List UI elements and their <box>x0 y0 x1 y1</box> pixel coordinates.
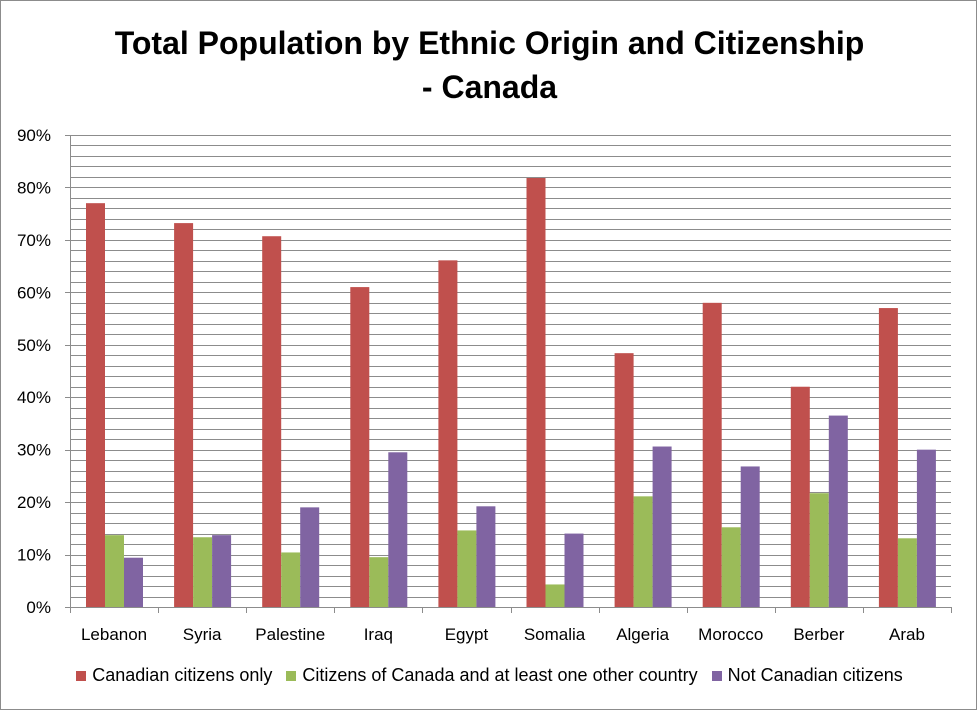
legend-swatch-not-canadian <box>711 670 722 681</box>
bar <box>212 535 232 607</box>
x-tick-label: Lebanon <box>81 625 147 644</box>
bar <box>897 538 917 607</box>
bar <box>740 466 760 607</box>
x-tick-label: Somalia <box>524 625 586 644</box>
bar <box>828 415 848 607</box>
y-tick-label: 10% <box>17 546 51 565</box>
bar <box>564 533 584 607</box>
y-tick-label: 70% <box>17 231 51 250</box>
bar <box>614 353 634 607</box>
bar <box>300 507 320 607</box>
y-tick-label: 40% <box>17 388 51 407</box>
bar <box>86 203 105 607</box>
x-tick-label: Algeria <box>616 625 669 644</box>
bar <box>174 223 194 607</box>
bar <box>916 449 936 607</box>
bar <box>369 557 389 607</box>
y-tick-label: 0% <box>26 598 51 617</box>
chart-title-line-1: Total Population by Ethnic Origin and Ci… <box>114 25 865 61</box>
bar <box>545 584 565 607</box>
y-tick-label: 60% <box>17 283 51 302</box>
legend-swatch-dual-citizens <box>286 670 297 681</box>
x-tick-label: Egypt <box>445 625 489 644</box>
bar <box>388 452 408 607</box>
bar <box>878 308 898 607</box>
x-tick-label: Palestine <box>255 625 325 644</box>
bar <box>105 535 124 607</box>
y-tick-label: 90% <box>17 126 51 145</box>
bar <box>790 386 810 607</box>
y-tick-label: 80% <box>17 178 51 197</box>
bar <box>633 496 653 607</box>
x-tick-label: Syria <box>183 625 222 644</box>
legend-label-dual-citizens: Citizens of Canada and at least one othe… <box>302 665 698 685</box>
x-tick-label: Arab <box>889 625 925 644</box>
bar <box>652 446 672 607</box>
bar <box>721 527 741 607</box>
bar <box>281 552 301 607</box>
bar <box>124 557 143 607</box>
chart-title-line-2: - Canada <box>421 69 558 105</box>
legend-item-not-canadian: Not Canadian citizens <box>711 665 903 686</box>
legend-label-canadian-only: Canadian citizens only <box>92 665 273 685</box>
x-tick-label: Morocco <box>698 625 763 644</box>
bar <box>193 537 213 607</box>
bar <box>457 530 477 607</box>
bar <box>438 260 458 607</box>
x-tick-label: Iraq <box>364 625 393 644</box>
legend-item-dual-citizens: Citizens of Canada and at least one othe… <box>286 665 698 686</box>
x-tick-label: Berber <box>793 625 844 644</box>
bar <box>262 236 282 607</box>
bar <box>526 178 546 607</box>
bar <box>702 302 722 607</box>
y-tick-label: 30% <box>17 441 51 460</box>
legend-item-canadian-only: Canadian citizens only <box>76 665 272 686</box>
chart-title: Total Population by Ethnic Origin and Ci… <box>1 21 977 109</box>
y-tick-label: 50% <box>17 336 51 355</box>
y-tick-label: 20% <box>17 493 51 512</box>
bar <box>476 506 496 607</box>
bar <box>809 493 829 607</box>
legend-swatch-canadian-only <box>76 670 87 681</box>
chart-legend: Canadian citizens only Citizens of Canad… <box>1 665 977 686</box>
legend-label-not-canadian: Not Canadian citizens <box>727 665 903 685</box>
bar <box>350 287 370 607</box>
